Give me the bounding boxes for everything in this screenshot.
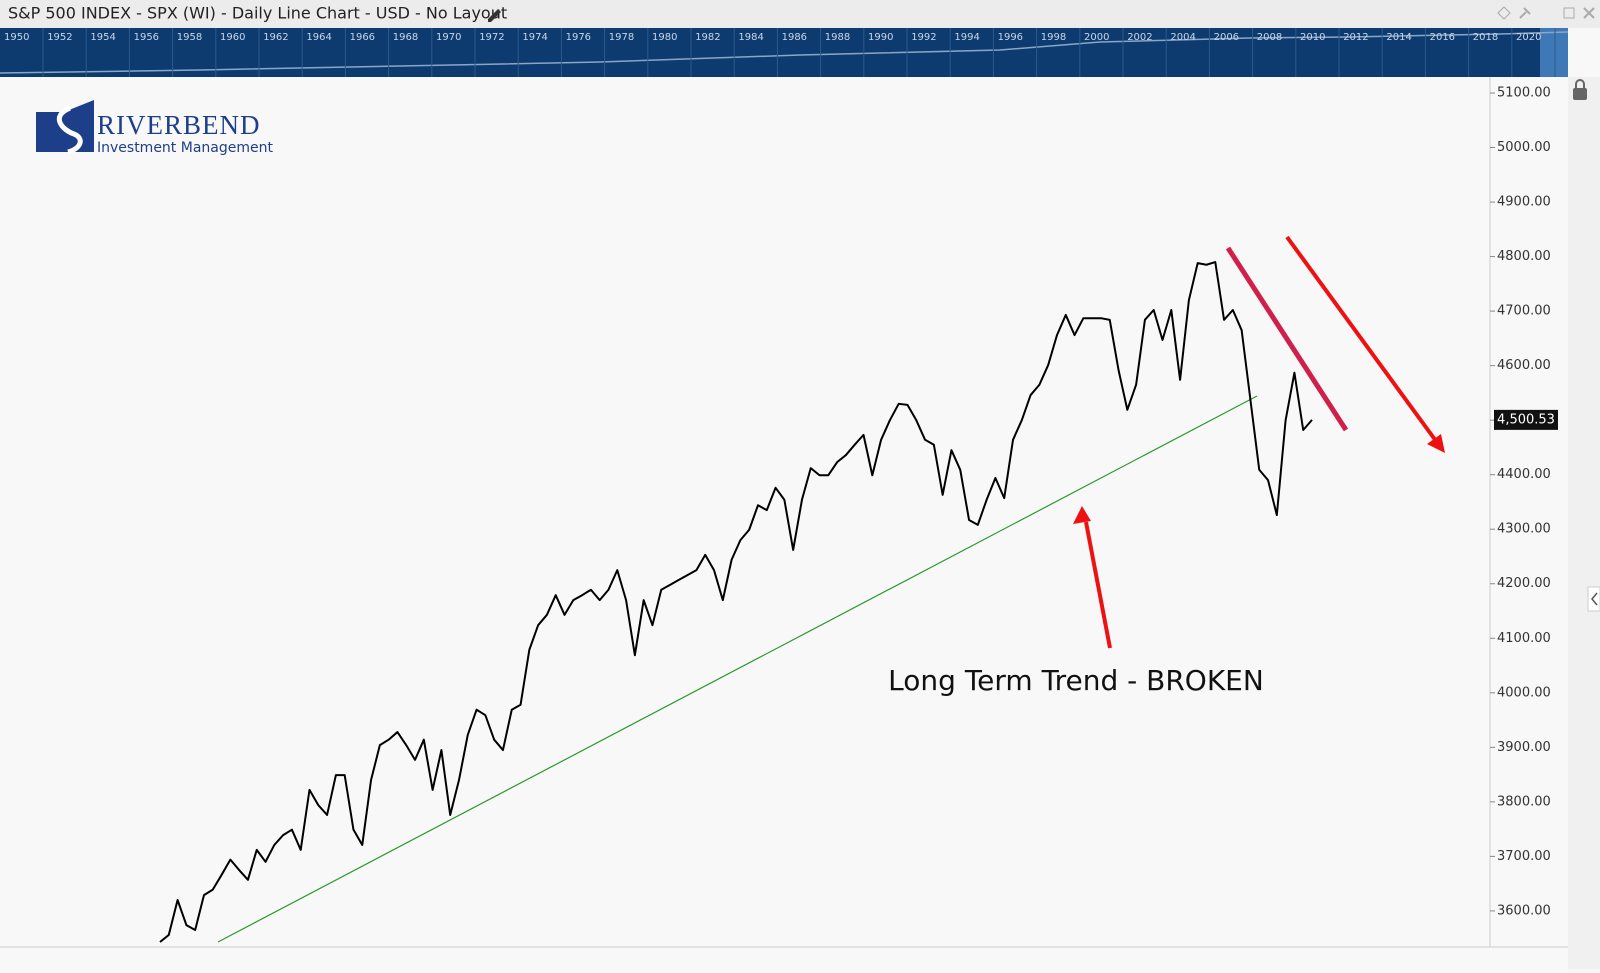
navigator-year: 1974: [522, 32, 547, 43]
y-tick-label: 5100.00: [1497, 85, 1551, 100]
trend-line: [217, 395, 1258, 943]
navigator-year: 1952: [47, 32, 72, 43]
navigator-year: 1962: [263, 32, 288, 43]
logo-tagline: Investment Management: [97, 140, 273, 156]
navigator-labels: 1950 1952 1954 1956 1958 1960 1962 1964 1966 1968…: [4, 28, 1556, 77]
navigator-year: 1954: [90, 32, 115, 43]
arrow-head: [1427, 434, 1445, 453]
navigator-line: [0, 31, 1569, 74]
navigator-year: 2010: [1300, 32, 1325, 43]
arrow-shaft: [1084, 521, 1112, 649]
lock-icon[interactable]: [1573, 88, 1587, 100]
navigator-year: 1970: [436, 32, 461, 43]
navigator-year: 1966: [350, 32, 375, 43]
navigator-year: 1950: [4, 32, 29, 43]
y-tick-label: 4300.00: [1497, 522, 1551, 537]
pin-icon[interactable]: [1519, 7, 1531, 19]
navigator-year: 1982: [695, 32, 720, 43]
navigator-year: 1986: [782, 32, 807, 43]
navigator-year: 2016: [1430, 32, 1455, 43]
arrow-shaft: [1285, 235, 1438, 443]
diamond-icon[interactable]: [1497, 6, 1511, 20]
y-tick-label: 4000.00: [1497, 685, 1551, 700]
edit-icon[interactable]: [488, 9, 501, 22]
navigator-year: 1958: [177, 32, 202, 43]
annotation: Long Term Trend - BROKEN: [888, 664, 1264, 697]
navigator-year: 1956: [134, 32, 159, 43]
y-tick-label: 3900.00: [1497, 740, 1551, 755]
navigator-year: 2002: [1127, 32, 1152, 43]
navigator-year: 1976: [566, 32, 591, 43]
navigator-year: 2012: [1343, 32, 1368, 43]
y-tick-label: 4700.00: [1497, 304, 1551, 319]
y-tick-label: 5000.00: [1497, 140, 1551, 155]
navigator-year: 1988: [825, 32, 850, 43]
arrow-head: [1073, 506, 1091, 524]
navigator-year: 1980: [652, 32, 677, 43]
y-tick-label: 4400.00: [1497, 467, 1551, 482]
y-tick-label: 4200.00: [1497, 576, 1551, 591]
navigator-year: 1998: [1041, 32, 1066, 43]
navigator-year: 1968: [393, 32, 418, 43]
navigator-year: 2006: [1214, 32, 1239, 43]
collapse-button[interactable]: [1587, 586, 1600, 612]
y-tick-label: 4600.00: [1497, 358, 1551, 373]
window-icon[interactable]: [1563, 7, 1575, 19]
close-icon[interactable]: [1583, 7, 1595, 19]
navigator-year: 2000: [1084, 32, 1109, 43]
header-bar: [0, 0, 1600, 28]
resistance-line: [1225, 246, 1349, 432]
navigator-year: 2020: [1516, 32, 1541, 43]
navigator-year: 1972: [479, 32, 504, 43]
navigator-year: 1960: [220, 32, 245, 43]
lock-shackle: [1575, 79, 1585, 88]
y-tick-label: 4900.00: [1497, 195, 1551, 210]
navigator-year: 1978: [609, 32, 634, 43]
price-tag-label: 4,500.53: [1497, 412, 1555, 427]
y-tick-label: 3600.00: [1497, 903, 1551, 918]
side-panel: [1568, 77, 1600, 969]
y-tick-label: 3700.00: [1497, 849, 1551, 864]
navigator-year: 2004: [1170, 32, 1195, 43]
header-title: S&P 500 INDEX - SPX (WI) - Daily Line Ch…: [8, 4, 507, 23]
navigator-window[interactable]: [1540, 28, 1568, 77]
y-tick-label: 4100.00: [1497, 631, 1551, 646]
y-tick-label: 3800.00: [1497, 794, 1551, 809]
collapse-arrow: [1591, 592, 1598, 606]
price-tag: [1494, 409, 1558, 430]
navigator-year: 1994: [954, 32, 979, 43]
logo-river: [56, 105, 83, 155]
price-line: [159, 261, 1313, 943]
navigator-year: 2008: [1257, 32, 1282, 43]
logo-name: RIVERBEND: [97, 110, 261, 140]
y-tick-label: 4800.00: [1497, 249, 1551, 264]
navigator-year: 2014: [1386, 32, 1411, 43]
navigator-year: 1992: [911, 32, 936, 43]
navigator-year: 1964: [306, 32, 331, 43]
navigator-year: 1996: [998, 32, 1023, 43]
navigator-year: 2018: [1473, 32, 1498, 43]
navigator-year: 1990: [868, 32, 893, 43]
navigator-year: 1984: [738, 32, 763, 43]
